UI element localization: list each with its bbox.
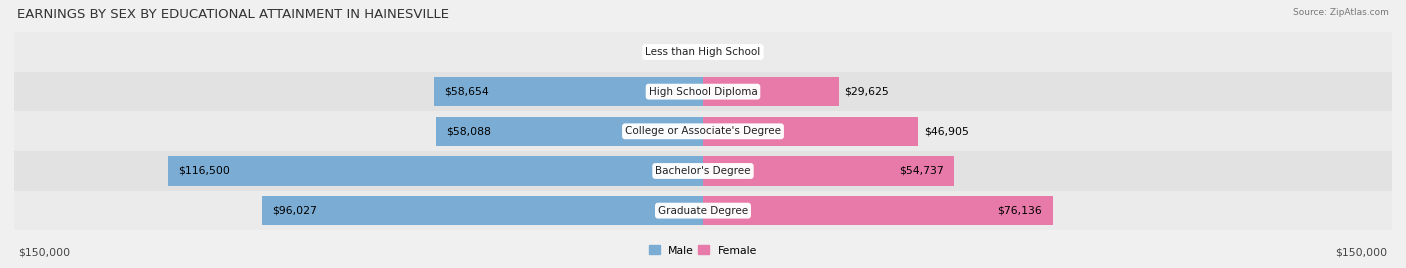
Bar xyxy=(436,117,703,146)
Text: $46,905: $46,905 xyxy=(924,126,969,136)
Bar xyxy=(14,151,1392,191)
Bar xyxy=(703,196,1053,225)
Text: High School Diploma: High School Diploma xyxy=(648,87,758,97)
Text: $76,136: $76,136 xyxy=(998,206,1042,216)
Text: Source: ZipAtlas.com: Source: ZipAtlas.com xyxy=(1294,8,1389,17)
Text: $58,654: $58,654 xyxy=(444,87,489,97)
Bar xyxy=(167,156,703,186)
Text: $58,088: $58,088 xyxy=(447,126,492,136)
Text: $116,500: $116,500 xyxy=(179,166,231,176)
Text: Graduate Degree: Graduate Degree xyxy=(658,206,748,216)
Bar xyxy=(433,77,703,106)
Bar xyxy=(703,156,955,186)
Bar xyxy=(262,196,703,225)
Text: $150,000: $150,000 xyxy=(18,247,70,257)
Text: $0: $0 xyxy=(711,47,725,57)
Bar xyxy=(14,191,1392,230)
Text: $54,737: $54,737 xyxy=(900,166,943,176)
Text: Less than High School: Less than High School xyxy=(645,47,761,57)
Text: EARNINGS BY SEX BY EDUCATIONAL ATTAINMENT IN HAINESVILLE: EARNINGS BY SEX BY EDUCATIONAL ATTAINMEN… xyxy=(17,8,449,21)
Text: Bachelor's Degree: Bachelor's Degree xyxy=(655,166,751,176)
Bar xyxy=(703,77,839,106)
Text: $96,027: $96,027 xyxy=(273,206,318,216)
Text: $29,625: $29,625 xyxy=(845,87,890,97)
Bar xyxy=(703,117,918,146)
Bar xyxy=(14,111,1392,151)
Text: $150,000: $150,000 xyxy=(1336,247,1388,257)
Legend: Male, Female: Male, Female xyxy=(644,241,762,260)
Bar xyxy=(14,32,1392,72)
Text: $0: $0 xyxy=(681,47,695,57)
Bar xyxy=(14,72,1392,111)
Text: College or Associate's Degree: College or Associate's Degree xyxy=(626,126,780,136)
